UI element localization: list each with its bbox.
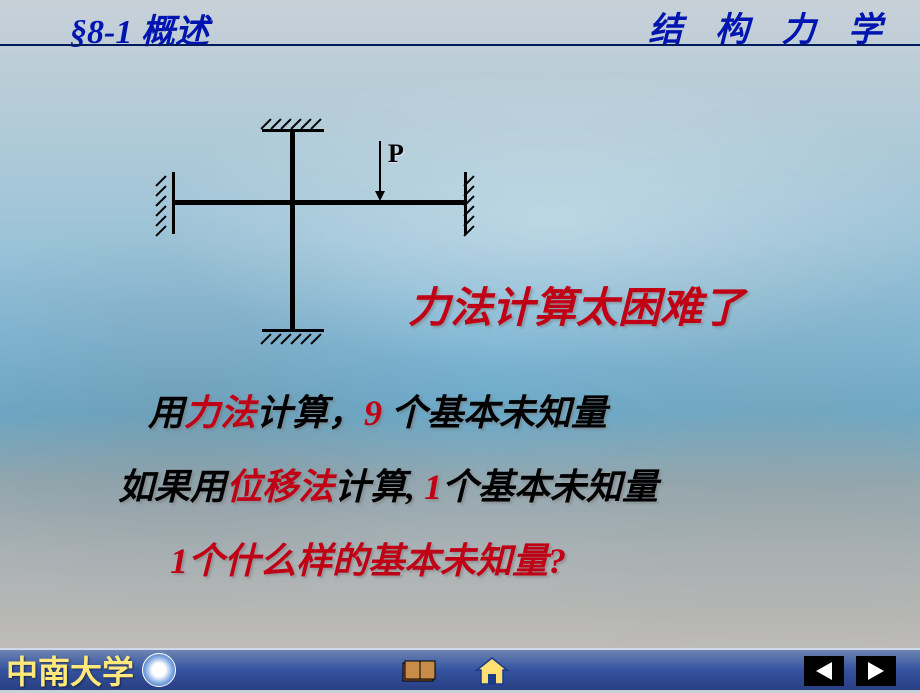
l2-seg-d: 9 <box>364 393 382 433</box>
force-label: P <box>388 139 404 169</box>
l3-seg-e: 个基本未知量 <box>442 467 658 507</box>
l4-seg-a: 1 <box>170 541 188 581</box>
footer-bar: 中南大学 <box>0 648 920 690</box>
home-icon[interactable] <box>474 656 510 686</box>
bottom-support <box>262 327 324 347</box>
l3-seg-b: 位移法 <box>226 467 334 507</box>
l2-seg-e: 个基本未知量 <box>382 393 607 433</box>
arrow-left-icon <box>816 662 832 680</box>
l4-seg-b: 个什么样的基本未知量 <box>188 541 548 581</box>
right-support <box>464 172 484 234</box>
top-support <box>262 115 324 135</box>
l2-seg-b: 力法 <box>184 393 256 433</box>
l3-seg-a: 如果用 <box>118 467 226 507</box>
l3-seg-d: 1 <box>424 467 442 507</box>
line4-text: 1个什么样的基本未知量? <box>170 532 920 584</box>
l2-seg-c: 计算， <box>256 393 364 433</box>
horizontal-beam <box>175 200 465 205</box>
books-icon[interactable] <box>400 656 436 686</box>
left-support <box>157 172 177 234</box>
footer-icon-group <box>400 656 510 686</box>
vertical-beam <box>290 130 295 330</box>
prev-button[interactable] <box>804 656 844 686</box>
headline-text: 力法计算太困难了 <box>408 274 920 335</box>
arrow-right-icon <box>868 662 884 680</box>
next-button[interactable] <box>856 656 896 686</box>
l4-seg-c: ? <box>548 541 566 581</box>
line2-text: 用力法计算，9 个基本未知量 <box>148 384 920 436</box>
l2-seg-a: 用 <box>148 393 184 433</box>
university-name: 中南大学 <box>6 647 134 693</box>
l3-seg-c: 计算, <box>334 467 424 507</box>
nav-arrow-group <box>804 656 896 686</box>
header-divider <box>0 44 920 46</box>
university-logo-icon <box>142 653 176 687</box>
line3-text: 如果用位移法计算, 1个基本未知量 <box>118 458 920 510</box>
